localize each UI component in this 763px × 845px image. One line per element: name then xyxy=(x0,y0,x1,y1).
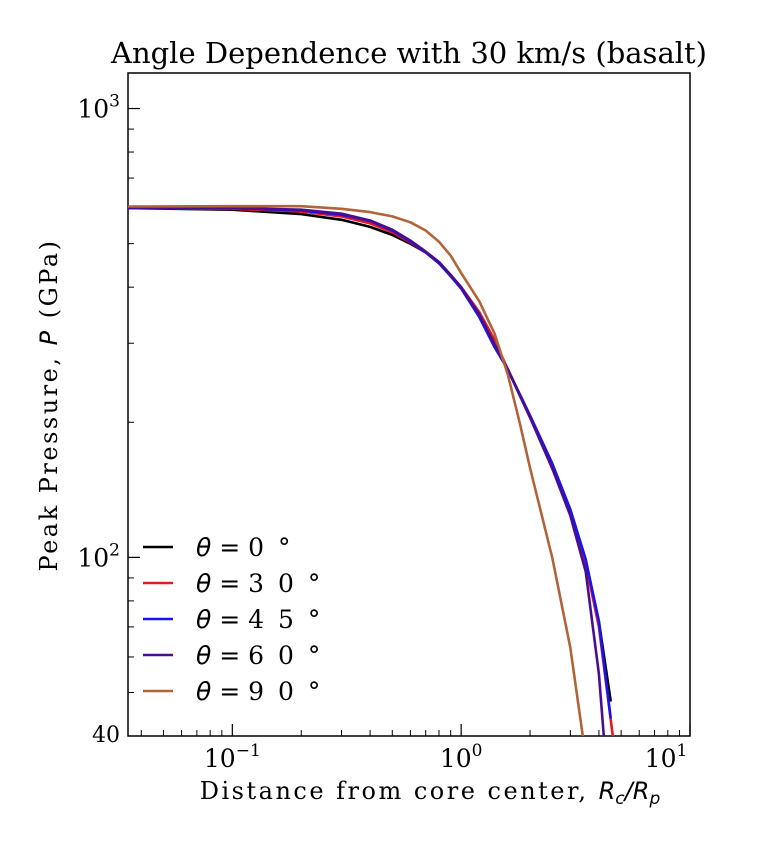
legend-label-theta-30: θ = 3 0 ° xyxy=(196,569,323,598)
x-axis-label-num: R xyxy=(599,777,616,805)
legend-label-theta-45: θ = 4 5 ° xyxy=(196,605,323,634)
x-axis-label-num-sub: c xyxy=(615,789,625,809)
y-axis-label: Peak Pressure, P (GPa) xyxy=(35,239,63,572)
y-axis-label-math: P xyxy=(35,328,63,345)
y-axis-label-text: Peak Pressure, xyxy=(35,345,63,571)
x-axis-label-den-sub: p xyxy=(648,789,660,809)
series-line-theta-90 xyxy=(128,204,585,736)
y-tick-label: 103 xyxy=(77,92,120,124)
y-tick-label: 102 xyxy=(77,540,120,572)
plot-area xyxy=(127,72,691,737)
x-axis-label-text: Distance from core center, xyxy=(200,777,599,805)
y-axis-label-unit: (GPa) xyxy=(35,239,63,329)
chart-title: Angle Dependence with 30 km/s (basalt) xyxy=(110,36,707,70)
legend: θ = 0 ° θ = 3 0 ° θ = 4 5 ° θ = 6 0 ° θ = 9 … xyxy=(143,533,323,706)
axis-ticks: 10−1 100 101 102 103 40 xyxy=(77,92,691,773)
legend-label-theta-60: θ = 6 0 ° xyxy=(196,641,323,670)
x-axis-label-den: R xyxy=(633,777,650,805)
series-lines xyxy=(128,204,615,736)
series-line-theta-60 xyxy=(128,206,606,736)
y-tick-label-40: 40 xyxy=(92,723,120,748)
legend-label-theta-0: θ = 0 ° xyxy=(196,533,294,562)
x-axis-label-slash: / xyxy=(623,777,636,805)
legend-label-theta-90: θ = 9 0 ° xyxy=(196,677,323,706)
x-tick-label: 10−1 xyxy=(204,741,261,773)
x-tick-label: 101 xyxy=(645,741,688,773)
x-axis-label: Distance from core center, Rc/Rp xyxy=(200,777,661,809)
x-tick-label: 100 xyxy=(440,741,483,773)
